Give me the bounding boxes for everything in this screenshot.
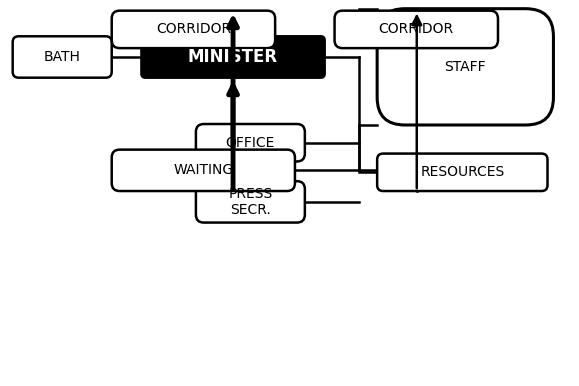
FancyBboxPatch shape [196, 181, 305, 223]
FancyBboxPatch shape [112, 150, 295, 191]
Text: MINISTER: MINISTER [188, 48, 278, 66]
Text: STAFF: STAFF [445, 60, 486, 74]
FancyBboxPatch shape [196, 124, 305, 161]
Text: WAITING: WAITING [173, 163, 233, 177]
FancyBboxPatch shape [335, 11, 498, 48]
Text: BATH: BATH [44, 50, 80, 64]
FancyBboxPatch shape [112, 11, 275, 48]
Text: CORRIDOR: CORRIDOR [156, 22, 231, 36]
Text: RESOURCES: RESOURCES [420, 165, 504, 179]
Text: PRESS
SECR.: PRESS SECR. [228, 187, 273, 217]
Text: CORRIDOR: CORRIDOR [379, 22, 454, 36]
FancyBboxPatch shape [377, 154, 548, 191]
Text: OFFICE: OFFICE [226, 136, 275, 150]
FancyBboxPatch shape [141, 36, 325, 78]
FancyBboxPatch shape [13, 36, 112, 78]
FancyBboxPatch shape [377, 9, 554, 125]
